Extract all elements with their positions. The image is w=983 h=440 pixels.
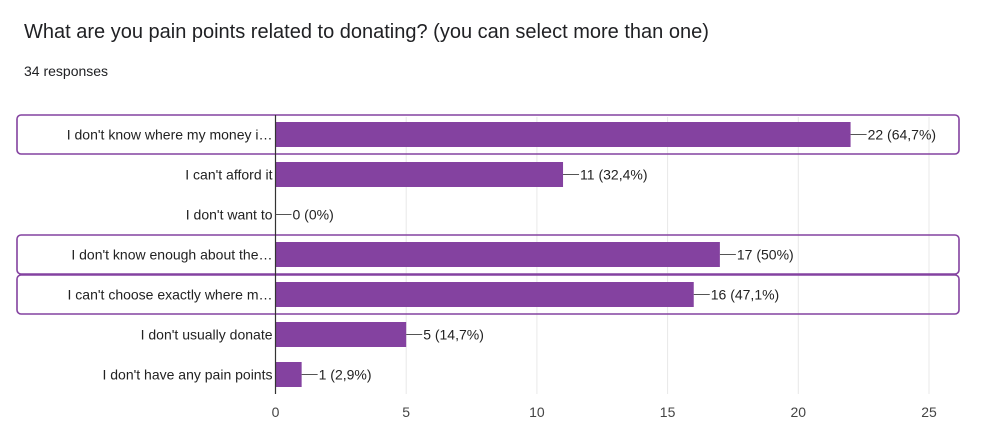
data-label-2: 0 (0%) [293,207,334,223]
category-label-1: I can't afford it [185,167,272,183]
bar-1[interactable] [275,162,564,187]
category-label-5: I don't usually donate [141,327,273,343]
category-label-3: I don't know enough about the… [71,247,272,263]
data-label-5: 5 (14,7%) [423,327,484,343]
highlight-box-3 [16,234,960,275]
data-label-3: 17 (50%) [737,247,794,263]
chart-labels: 0 5 10 15 20 25 22 (64,7%) I don't know where m… [67,127,937,421]
category-label-4: I can't choose exactly where m… [68,287,273,303]
highlight-box-4 [16,274,960,315]
x-tick-label-2: 10 [529,404,545,420]
x-tick-label-0: 0 [272,404,280,420]
x-tick-label-4: 20 [791,404,807,420]
highlighted-rows [16,114,960,315]
bar-0[interactable] [275,122,851,147]
bar-3[interactable] [275,242,720,267]
bar-4[interactable] [275,282,694,307]
data-label-0: 22 (64,7%) [868,127,936,143]
category-label-6: I don't have any pain points [102,367,272,383]
category-label-2: I don't want to [186,207,273,223]
question-title: What are you pain points related to dona… [24,21,709,43]
x-tick-label-5: 25 [921,404,937,420]
x-tick-label-3: 15 [660,404,676,420]
data-label-6: 1 (2,9%) [319,367,372,383]
chart-bars [275,122,851,387]
highlight-box-0 [16,114,960,155]
response-count: 34 responses [24,63,109,79]
category-label-0: I don't know where my money i… [67,127,273,143]
data-label-1: 11 (32,4%) [580,167,647,183]
bar-6[interactable] [275,362,302,387]
bar-5[interactable] [275,322,407,347]
x-tick-label-1: 5 [402,404,410,420]
data-label-4: 16 (47,1%) [711,287,779,303]
